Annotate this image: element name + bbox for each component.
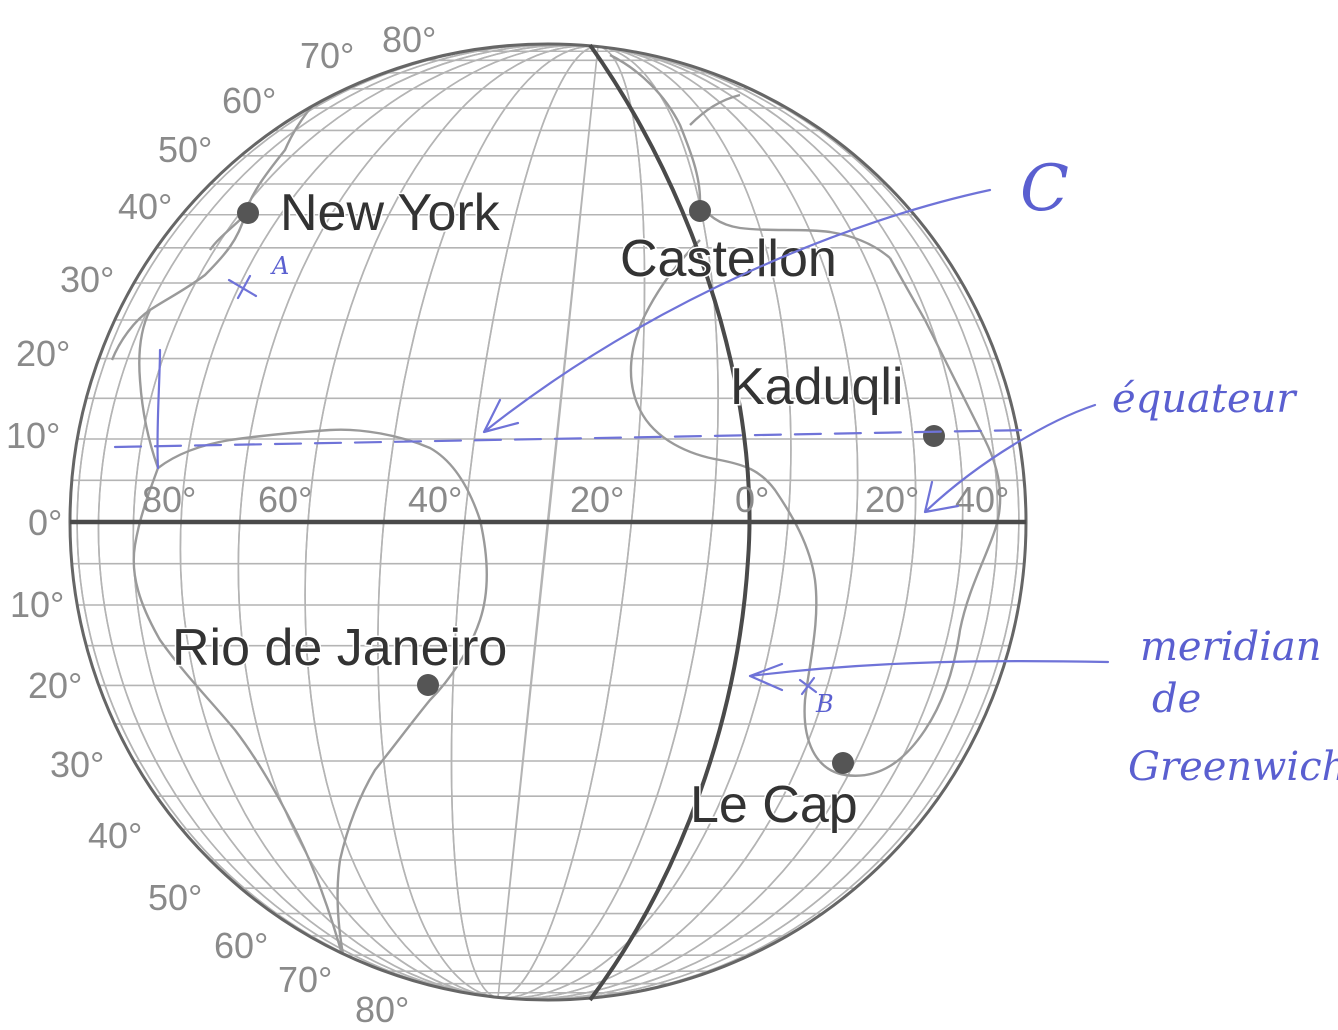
point-a-cross xyxy=(227,274,258,300)
lat-label-north-30: 30° xyxy=(60,259,114,300)
point-b-cross xyxy=(798,676,818,696)
city-label-rio: Rio de Janeiro xyxy=(172,619,507,677)
lat-label-south-10: 10° xyxy=(10,584,64,625)
lat-label-north-80: 80° xyxy=(382,19,436,60)
meridian-note-line3: Greenwich xyxy=(1128,744,1338,790)
lat-label-north-60: 60° xyxy=(222,80,276,121)
meridian-note-line1: meridian xyxy=(1140,624,1322,670)
dashed-parallel-10n xyxy=(113,428,1032,449)
lat-label-south-70: 70° xyxy=(278,959,332,1000)
city-label-kaduqli: Kaduqli xyxy=(730,358,903,416)
lon-label-60w: 60° xyxy=(258,479,312,520)
handwritten-annotations: A B C équateur meridian de Greenwich xyxy=(113,152,1338,790)
point-b-label: B xyxy=(815,690,834,718)
arrow-meridian xyxy=(748,659,1110,692)
latitude-labels: 80° 70° 60° 50° 40° 30° 20° 10° 0° 10° 2… xyxy=(6,19,436,1030)
lat-label-north-70: 70° xyxy=(300,35,354,76)
lon-label-80w: 80° xyxy=(142,479,196,520)
lon-label-40w: 40° xyxy=(408,479,462,520)
lat-label-south-50: 50° xyxy=(148,877,202,918)
lon-label-20e: 20° xyxy=(865,479,919,520)
equator-note: équateur xyxy=(1112,376,1298,422)
new-york-dot xyxy=(237,202,259,224)
letter-c: C xyxy=(1020,152,1069,226)
rio-dot xyxy=(417,674,439,696)
africa-coast xyxy=(629,239,1002,777)
lat-label-north-40: 40° xyxy=(118,186,172,227)
kaduqli-dot xyxy=(923,425,945,447)
lon-label-20w: 20° xyxy=(570,479,624,520)
lat-label-equator: 0° xyxy=(28,502,62,543)
city-markers xyxy=(237,200,945,774)
europe-coast xyxy=(609,53,891,259)
lat-label-north-50: 50° xyxy=(158,129,212,170)
south-america-coast xyxy=(132,428,488,966)
le-cap-dot xyxy=(832,752,854,774)
lat-label-south-80: 80° xyxy=(355,989,409,1030)
lat-label-south-60: 60° xyxy=(214,925,268,966)
lat-label-north-20: 20° xyxy=(16,333,70,374)
city-label-new-york: New York xyxy=(280,184,501,242)
longitude-labels: 80° 60° 40° 20° 0° 20° 40° xyxy=(142,479,1009,520)
lat-label-south-40: 40° xyxy=(88,815,142,856)
meridian-note-line2: de xyxy=(1152,676,1201,722)
castellon-dot xyxy=(689,200,711,222)
point-a-label: A xyxy=(270,252,289,280)
greenwich-meridian-line xyxy=(588,43,752,1002)
lon-label-40e: 40° xyxy=(955,479,1009,520)
lat-label-south-20: 20° xyxy=(28,665,82,706)
city-labels: New York Castellon Kaduqli Rio de Janeir… xyxy=(171,183,905,836)
arrow-equator xyxy=(923,403,1097,514)
city-label-castellon: Castellon xyxy=(620,230,837,288)
lat-label-south-30: 30° xyxy=(50,744,104,785)
city-label-le-cap: Le Cap xyxy=(690,776,858,834)
ink-stroke-left xyxy=(156,348,162,470)
lat-label-north-10: 10° xyxy=(6,415,60,456)
lon-label-0: 0° xyxy=(735,479,769,520)
arrow-c xyxy=(482,188,992,434)
